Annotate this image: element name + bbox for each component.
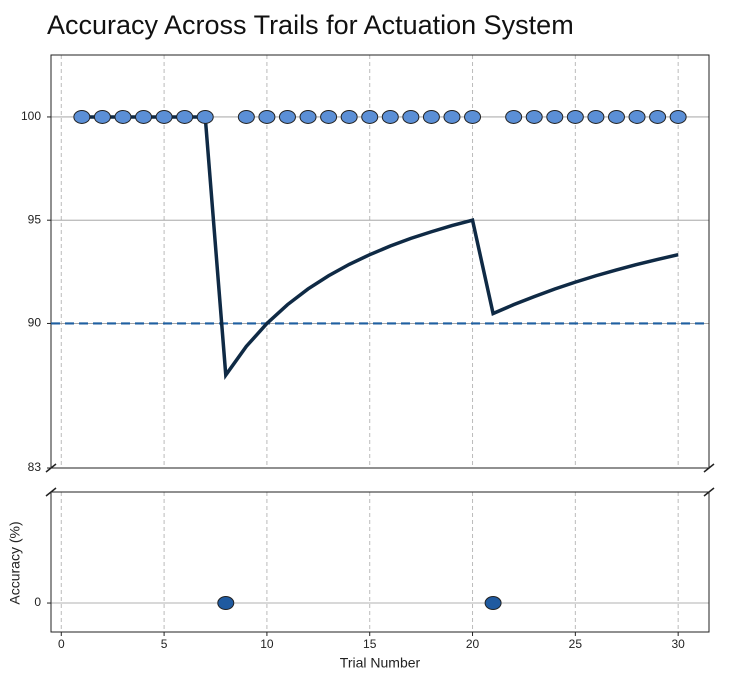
trial-marker [135,109,153,124]
trial-marker [93,109,111,124]
chart-title: Accuracy Across Trails for Actuation Sys… [47,10,574,40]
x-tick-label: 10 [260,637,274,651]
trial-marker [546,109,564,124]
trial-marker [566,109,584,124]
trial-marker [669,109,687,124]
trial-marker [320,109,338,124]
trial-marker [607,109,625,124]
trial-marker [340,109,358,124]
y-tick-label: 0 [34,595,41,609]
trial-marker [587,109,605,124]
x-tick-label: 30 [671,637,685,651]
y-axis-label: Accuracy (%) [7,521,23,604]
x-tick-label: 5 [161,637,168,651]
y-tick-label: 100 [21,109,41,123]
trial-marker [258,109,276,124]
cumulative-line [81,115,679,380]
trial-marker [464,109,482,124]
trial-marker [73,109,91,124]
trial-marker [628,109,646,124]
trial-marker [278,109,296,124]
trial-marker [217,596,235,611]
trial-marker [649,109,667,124]
trial-marker [422,109,440,124]
trial-marker [299,109,317,124]
axis-break [45,463,57,473]
trial-marker [443,109,461,124]
x-tick-label: 25 [569,637,583,651]
trial-marker [237,109,255,124]
trial-marker [381,109,399,124]
y-tick-label: 90 [28,316,42,330]
panel-frame [50,491,710,633]
axis-break [45,487,57,497]
axis-break [703,487,715,497]
trial-marker [114,109,132,124]
trial-marker [176,109,194,124]
x-tick-label: 0 [58,637,65,651]
trial-marker [505,109,523,124]
trial-marker [155,109,173,124]
trial-marker [525,109,543,124]
x-axis-label: Trial Number [340,655,421,671]
x-tick-label: 15 [363,637,377,651]
trial-marker [196,109,214,124]
trial-marker [484,596,502,611]
y-tick-label: 95 [28,212,42,226]
trial-marker [361,109,379,124]
trial-marker [402,109,420,124]
y-tick-label: 83 [28,460,42,474]
x-tick-label: 20 [466,637,480,651]
panel-frame [50,54,710,469]
axis-break [703,463,715,473]
